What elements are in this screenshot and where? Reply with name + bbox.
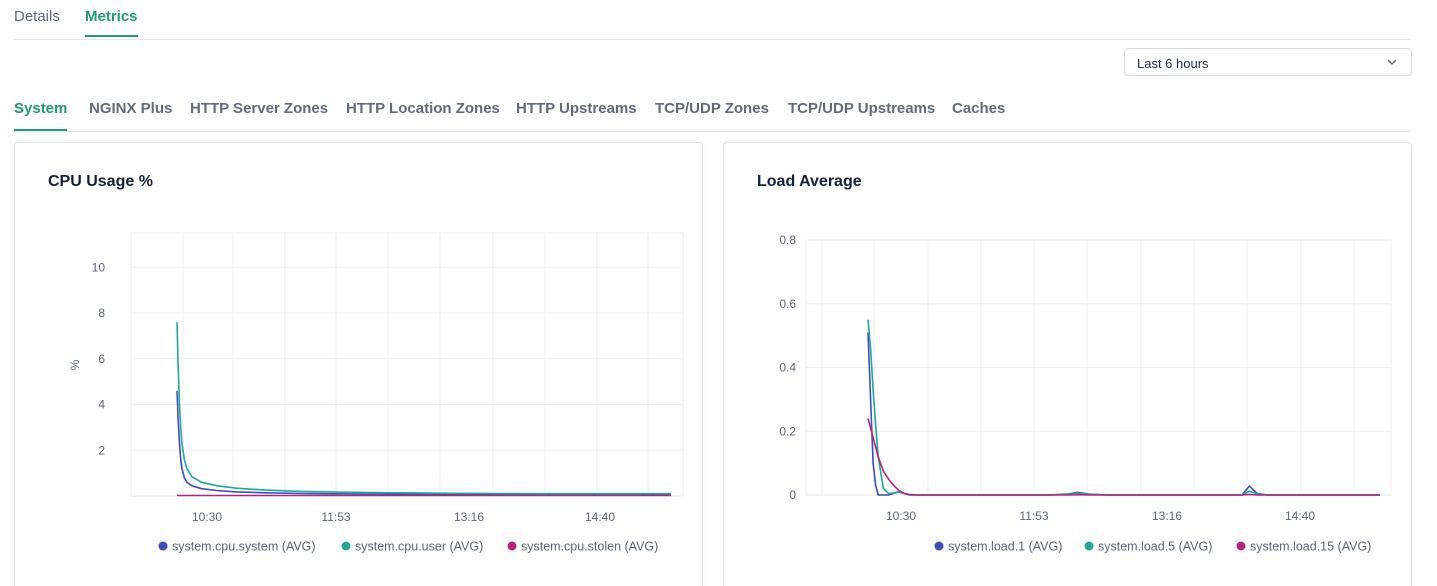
chevron-down-icon [1387, 59, 1397, 65]
legend-marker [934, 541, 944, 551]
legend-marker [507, 541, 517, 551]
tab-metrics[interactable]: Metrics [85, 8, 138, 37]
x-tick-label: 11:53 [1019, 509, 1048, 523]
legend-marker [1236, 541, 1246, 551]
legend-marker [341, 541, 351, 551]
metric-category-tabs: System NGINX Plus HTTP Server Zones HTTP… [14, 92, 1411, 132]
y-tick-label: 2 [98, 443, 105, 457]
tab-nginx-plus[interactable]: NGINX Plus [89, 100, 173, 117]
x-tick-label: 14:40 [585, 510, 615, 524]
series-line [176, 322, 671, 495]
y-tick-label: 0.2 [779, 424, 796, 438]
legend-label[interactable]: system.cpu.stolen (AVG) [521, 540, 658, 554]
cpu-usage-chart: 2 4 6 8 10 10:30 11:53 13:16 14:40% system.cpu.sy… [68, 232, 684, 554]
x-tick-label: 13:16 [454, 510, 484, 524]
y-tick-label: 0.4 [779, 361, 796, 375]
tab-details[interactable]: Details [14, 8, 60, 25]
series-line [867, 319, 1380, 496]
series-line [867, 418, 1380, 496]
tab-system[interactable]: System [14, 100, 68, 131]
load-average-title: Load Average [757, 173, 862, 190]
y-tick-label: 6 [98, 352, 105, 366]
tab-tcp-udp-upstreams[interactable]: TCP/UDP Upstreams [788, 100, 936, 117]
tab-http-location-zones[interactable]: HTTP Location Zones [346, 100, 500, 117]
tab-http-upstreams[interactable]: HTTP Upstreams [516, 100, 637, 117]
legend-label[interactable]: system.cpu.user (AVG) [355, 540, 483, 554]
y-tick-label: 8 [98, 306, 105, 320]
y-tick-label: 4 [98, 398, 105, 412]
x-tick-label: 10:30 [886, 509, 916, 523]
legend-label[interactable]: system.cpu.system (AVG) [172, 540, 316, 554]
series-line [867, 332, 1380, 496]
x-tick-label: 13:16 [1152, 509, 1182, 523]
time-range-value: Last 6 hours [1137, 56, 1209, 71]
legend-label[interactable]: system.load.1 (AVG) [948, 540, 1062, 554]
legend-label[interactable]: system.load.5 (AVG) [1098, 540, 1212, 554]
legend-marker [158, 541, 168, 551]
top-tabs: Details Metrics [14, 0, 1411, 40]
legend-label[interactable]: system.load.15 (AVG) [1250, 540, 1371, 554]
tab-caches[interactable]: Caches [952, 100, 1006, 117]
load-average-chart: 0 0.2 0.4 0.6 0.8 10:30 11:53 13:16 14:40 system.… [779, 233, 1392, 554]
y-tick-label: 10 [92, 260, 106, 274]
y-tick-label: 0.8 [779, 233, 796, 247]
time-range-select[interactable]: Last 6 hours [1124, 48, 1412, 76]
tab-tcp-udp-zones[interactable]: TCP/UDP Zones [655, 100, 769, 117]
x-tick-label: 10:30 [192, 510, 222, 524]
x-tick-label: 14:40 [1285, 509, 1315, 523]
y-tick-label: 0 [789, 488, 796, 502]
load-average-card: Load Average 0 0.2 0.4 0.6 0.8 10:30 11:53 13:1… [723, 142, 1412, 586]
y-tick-label: 0.6 [779, 297, 796, 311]
legend-marker [1084, 541, 1094, 551]
y-axis-label: % [68, 359, 82, 370]
x-tick-label: 11:53 [321, 510, 350, 524]
series-line [176, 390, 671, 496]
cpu-usage-card: CPU Usage % 2 4 6 8 10 10:30 11:53 13:16 14:40% s… [14, 142, 703, 586]
cpu-usage-title: CPU Usage % [48, 173, 153, 190]
tab-http-server-zones[interactable]: HTTP Server Zones [190, 100, 329, 117]
